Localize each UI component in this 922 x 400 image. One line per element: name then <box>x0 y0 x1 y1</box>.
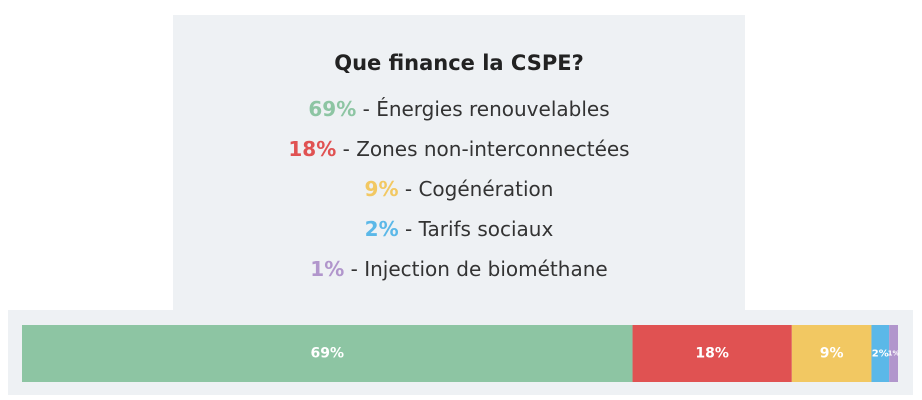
bar-segment <box>871 325 890 382</box>
bar-segment <box>632 325 792 382</box>
legend-label: Tarifs sociaux <box>399 217 554 241</box>
bar-segment <box>889 325 898 382</box>
legend-value: 18% <box>288 137 337 161</box>
legend: Que finance la CSPE? 69%Énergies renouve… <box>173 15 745 310</box>
legend-label: Cogénération <box>399 177 554 201</box>
data-label: 18% <box>695 346 729 362</box>
legend-item: 1%Injection de biométhane <box>173 257 745 281</box>
legend-value: 1% <box>310 257 345 281</box>
data-label: 69% <box>311 346 345 362</box>
chart-title: Que finance la CSPE? <box>334 51 584 75</box>
legend-label: Énergies renouvelables <box>356 97 609 121</box>
legend-item: 2%Tarifs sociaux <box>173 217 745 241</box>
data-label: 1% <box>888 350 900 358</box>
legend-value: 2% <box>364 217 399 241</box>
bar-segment <box>22 325 633 382</box>
bar-segment <box>791 325 872 382</box>
legend-item: 9%Cogénération <box>173 177 745 201</box>
legend-label: Injection de biométhane <box>344 257 607 281</box>
legend-value: 69% <box>308 97 357 121</box>
legend-item: 18%Zones non-interconnectées <box>173 137 745 161</box>
legend-label: Zones non-interconnectées <box>336 137 629 161</box>
legend-value: 9% <box>364 177 399 201</box>
data-label: 9% <box>820 346 844 362</box>
legend-item: 69%Énergies renouvelables <box>173 97 745 121</box>
data-label: 2% <box>872 349 889 360</box>
